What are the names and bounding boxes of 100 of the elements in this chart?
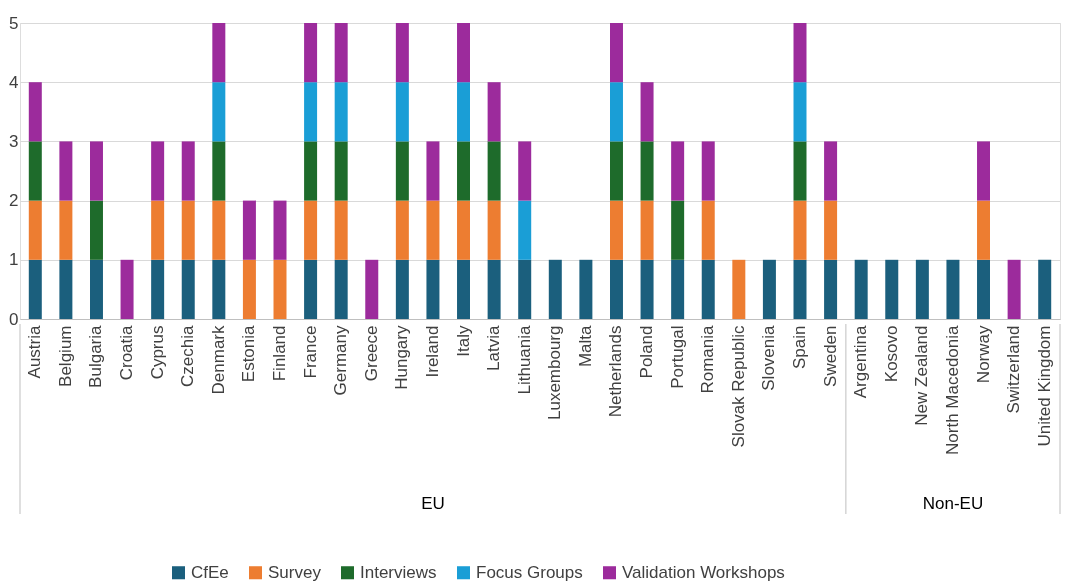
bar [151,259,165,319]
x-tick-label: Lithuania [514,324,534,395]
x-tick-label: United Kingdom [1034,325,1054,447]
bar [457,23,471,83]
bar [487,82,501,142]
bar [548,259,562,319]
bar [426,141,440,201]
legend-label: Survey [268,562,322,582]
y-tick-label: 0 [9,309,19,329]
x-tick-label: Croatia [117,324,137,381]
bar [701,200,715,260]
bar [640,259,654,319]
bar [854,259,868,319]
bar [609,82,623,142]
x-tick-label: Austria [25,324,45,379]
bar [793,141,807,201]
bar [151,200,165,260]
x-tick-label: Latvia [484,324,504,371]
x-tick-label: Sweden [820,325,840,387]
bar [28,259,42,319]
x-tick-label: Finland [270,325,289,382]
x-tick-label: Portugal [667,325,687,389]
bar [212,141,226,201]
bar [977,200,991,260]
bar [181,200,195,260]
bar [212,23,226,83]
legend-label: CfEe [191,562,229,582]
bar [518,200,532,260]
x-tick-label: New Zealand [912,325,932,426]
bar [977,141,991,201]
x-tick-label: Hungary [392,325,412,390]
bar [579,259,593,319]
bar [885,259,899,319]
bar [701,259,715,319]
bar [518,141,532,201]
bar [793,82,807,142]
bar [426,259,440,319]
bar [89,200,103,260]
x-tick-label: Italy [453,325,473,357]
y-tick-label: 5 [9,13,19,33]
bar [426,200,440,260]
bar [212,82,226,142]
text: EU [421,494,445,513]
bar [89,259,103,319]
bar [640,82,654,142]
bar [1038,259,1052,319]
bar [89,141,103,201]
bar [59,259,73,319]
bar [762,259,776,319]
bar [59,141,73,201]
bar [518,259,532,319]
bar [304,141,318,201]
bar [915,259,929,319]
bar [457,259,471,319]
bar [487,259,501,319]
bar [824,259,838,319]
bar [609,200,623,260]
x-tick-label: Romania [698,324,718,394]
bar [793,23,807,83]
x-tick-label: Slovak Republic [728,325,748,448]
x-tick-label: Ireland [422,325,442,378]
bar [671,259,685,319]
y-tick-label: 4 [9,72,19,92]
y-tick-label: 1 [9,250,19,270]
bar [395,141,409,201]
bar [609,23,623,83]
bar [609,141,623,201]
bar [212,259,226,319]
x-tick-label: Norway [973,325,993,384]
bar [793,200,807,260]
x-tick-label: Luxembourg [545,325,565,421]
bar [334,259,348,319]
bar [334,82,348,142]
bar [457,82,471,142]
bar [946,259,960,319]
x-tick-label: Kosovo [881,325,901,383]
y-tick-label: 2 [9,191,19,211]
bar [457,141,471,201]
legend-label: Validation Workshops [622,562,785,582]
bar [671,200,685,260]
bar [640,200,654,260]
legend-label: Focus Groups [476,562,583,582]
bar [395,23,409,83]
bar [671,141,685,201]
bar [151,141,165,201]
bar [28,82,42,142]
bar [824,200,838,260]
bar [395,82,409,142]
bar [1007,259,1021,319]
bar [457,200,471,260]
bar [793,259,807,319]
bar [304,23,318,83]
bar [365,259,379,319]
bar [304,259,318,319]
bar [334,200,348,260]
x-tick-label: Greece [361,325,381,382]
x-tick-label: Germany [331,325,351,396]
x-tick-label: Belgium [55,325,75,387]
bar [273,200,287,260]
x-tick-label: Poland [637,325,657,379]
